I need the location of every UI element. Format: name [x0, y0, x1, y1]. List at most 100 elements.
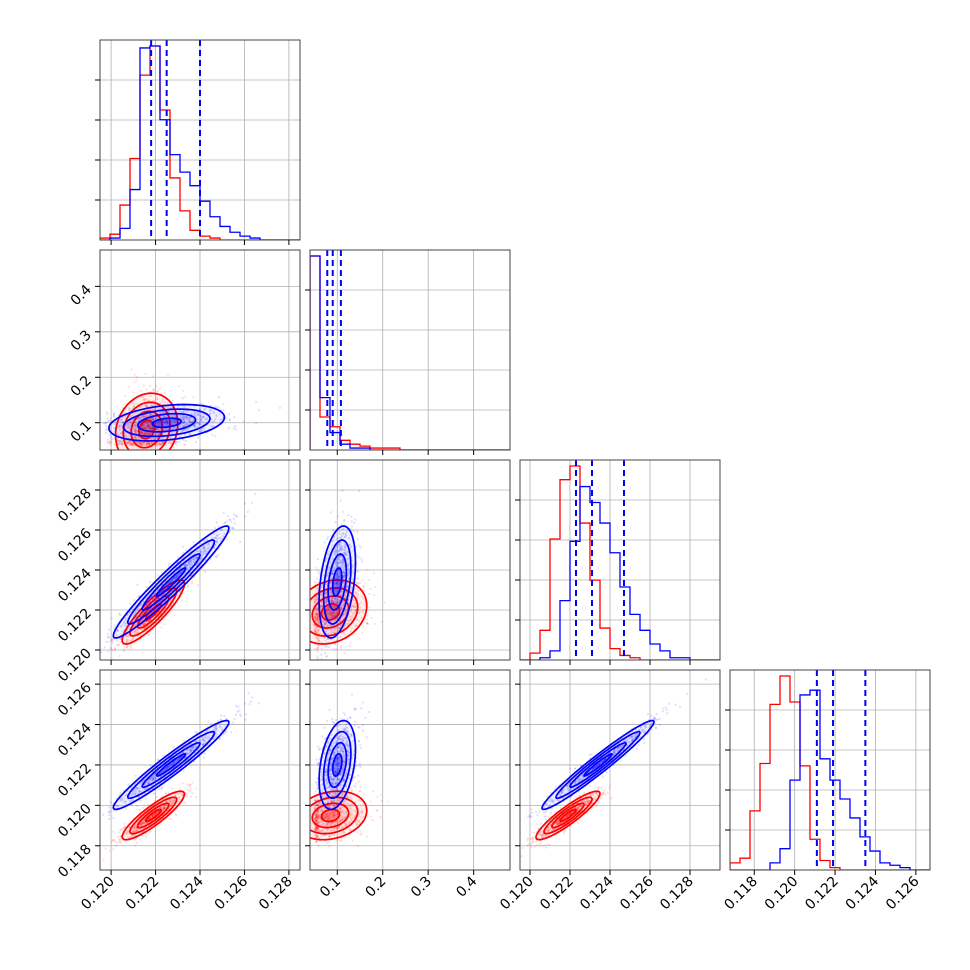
panel-frame	[309, 459, 511, 661]
contour-red-2	[122, 401, 171, 450]
panel-frame	[309, 249, 511, 451]
contour-blue-3	[108, 403, 226, 442]
y-tick-label: 0.122	[55, 606, 95, 646]
contour-red-3	[535, 790, 601, 841]
y-tick-label: 0.120	[55, 801, 95, 841]
contour-red-3	[310, 790, 368, 841]
panel-2-0-plot-area	[100, 460, 300, 660]
panel-0-0	[95, 39, 301, 245]
panel-1-0-plot-area	[100, 250, 300, 450]
contour-blue-1	[327, 553, 348, 611]
contour-blue-0	[155, 567, 187, 597]
panel-3-0-plot-area	[100, 670, 300, 870]
panel-2-1-plot-area	[310, 460, 510, 660]
contour-blue-1	[141, 553, 201, 611]
contour-blue-1	[136, 412, 197, 433]
panel-1-0: 0.1 0.2 0.3 0.4	[68, 249, 301, 455]
x-tick-label: 0.120	[762, 874, 802, 914]
contour-red-0	[559, 808, 577, 823]
histogram-blue	[520, 485, 720, 660]
y-tick-label: 0.124	[55, 565, 95, 605]
contour-blue-2	[322, 539, 352, 625]
x-tick-label: 0.1	[317, 874, 344, 901]
panel-3-3: 0.118 0.120 0.122 0.124 0.126	[721, 669, 931, 914]
y-tick-label: 0.124	[55, 720, 95, 760]
x-tick-label: 0.128	[256, 874, 296, 914]
contour-blue-2	[122, 408, 211, 438]
contour-blue-0	[331, 752, 343, 777]
contour-red-3	[121, 790, 186, 841]
panel-3-2-plot-area	[520, 670, 720, 870]
x-tick-label: 0.2	[362, 874, 389, 901]
x-tick-label: 0.126	[883, 873, 923, 913]
contour-blue-1	[141, 741, 201, 789]
contour-blue-3	[318, 525, 357, 639]
panel-frame	[519, 459, 721, 661]
x-tick-label: 0.128	[657, 874, 697, 914]
contour-blue-3	[541, 719, 655, 811]
x-tick-label: 0.126	[617, 873, 657, 913]
contour-blue-0	[151, 417, 182, 429]
x-tick-label: 0.122	[537, 874, 577, 914]
panel-3-1-plot-area	[310, 670, 510, 870]
contour-blue-2	[322, 730, 352, 800]
x-tick-label: 0.122	[802, 874, 842, 914]
x-tick-label: 0.124	[167, 873, 207, 913]
histogram-red	[520, 465, 720, 660]
panel-3-0: 0.120 0.122 0.124 0.126 0.1280.1180.1200.122…	[55, 669, 301, 914]
y-tick-label: 0.4	[68, 282, 95, 309]
contour-blue-2	[126, 730, 216, 800]
contour-blue-1	[569, 741, 627, 789]
contour-blue-1	[327, 741, 348, 789]
panel-1-1-plot-area	[310, 250, 510, 450]
contour-blue-0	[155, 752, 187, 777]
contour-red-1	[551, 802, 585, 829]
x-tick-label: 0.118	[721, 874, 761, 914]
x-tick-label: 0.120	[497, 874, 537, 914]
y-tick-label: 0.2	[68, 373, 95, 400]
histogram-red	[100, 45, 300, 240]
y-tick-label: 0.126	[55, 525, 95, 565]
panel-frame	[519, 669, 721, 871]
y-tick-label: 0.122	[55, 760, 95, 800]
contour-red-1	[136, 802, 170, 829]
panel-2-2-plot-area	[520, 460, 720, 660]
x-tick-label: 0.126	[212, 873, 252, 913]
panel-0-0-plot-area	[100, 40, 300, 240]
contour-blue-2	[126, 539, 216, 625]
x-tick-label: 0.124	[843, 873, 883, 913]
y-tick-label: 0.3	[68, 327, 95, 354]
contour-blue-3	[318, 719, 357, 811]
histogram-blue	[310, 255, 510, 450]
panel-3-2: 0.120 0.122 0.124 0.126 0.128	[497, 669, 721, 914]
contour-blue-2	[555, 730, 641, 800]
x-tick-label: 0.4	[453, 873, 480, 900]
y-tick-label: 0.120	[55, 646, 95, 686]
panel-1-1	[305, 249, 511, 455]
histogram-blue	[730, 689, 930, 870]
y-tick-label: 0.118	[55, 841, 95, 881]
x-tick-label: 0.124	[577, 873, 617, 913]
panel-2-1	[305, 459, 511, 665]
contour-blue-0	[583, 752, 613, 777]
x-tick-label: 0.122	[123, 874, 163, 914]
contour-red-1	[130, 410, 164, 449]
panel-2-2	[515, 459, 721, 665]
contour-red-2	[129, 796, 178, 835]
histogram-red	[730, 675, 930, 870]
histogram-blue	[100, 45, 300, 240]
contour-red-0	[320, 808, 341, 823]
panel-frame	[309, 669, 511, 871]
x-tick-label: 0.3	[408, 874, 435, 901]
contour-blue-0	[331, 567, 343, 597]
panel-3-3-plot-area	[730, 670, 930, 870]
contour-red-2	[543, 796, 593, 835]
panel-frame	[729, 669, 931, 871]
x-tick-label: 0.120	[78, 874, 118, 914]
panel-3-1: 0.1 0.2 0.3 0.4	[305, 669, 511, 901]
contour-red-0	[144, 808, 162, 823]
contour-blue-3	[112, 525, 230, 639]
y-tick-label: 0.126	[55, 680, 95, 720]
y-tick-label: 0.1	[68, 418, 95, 445]
